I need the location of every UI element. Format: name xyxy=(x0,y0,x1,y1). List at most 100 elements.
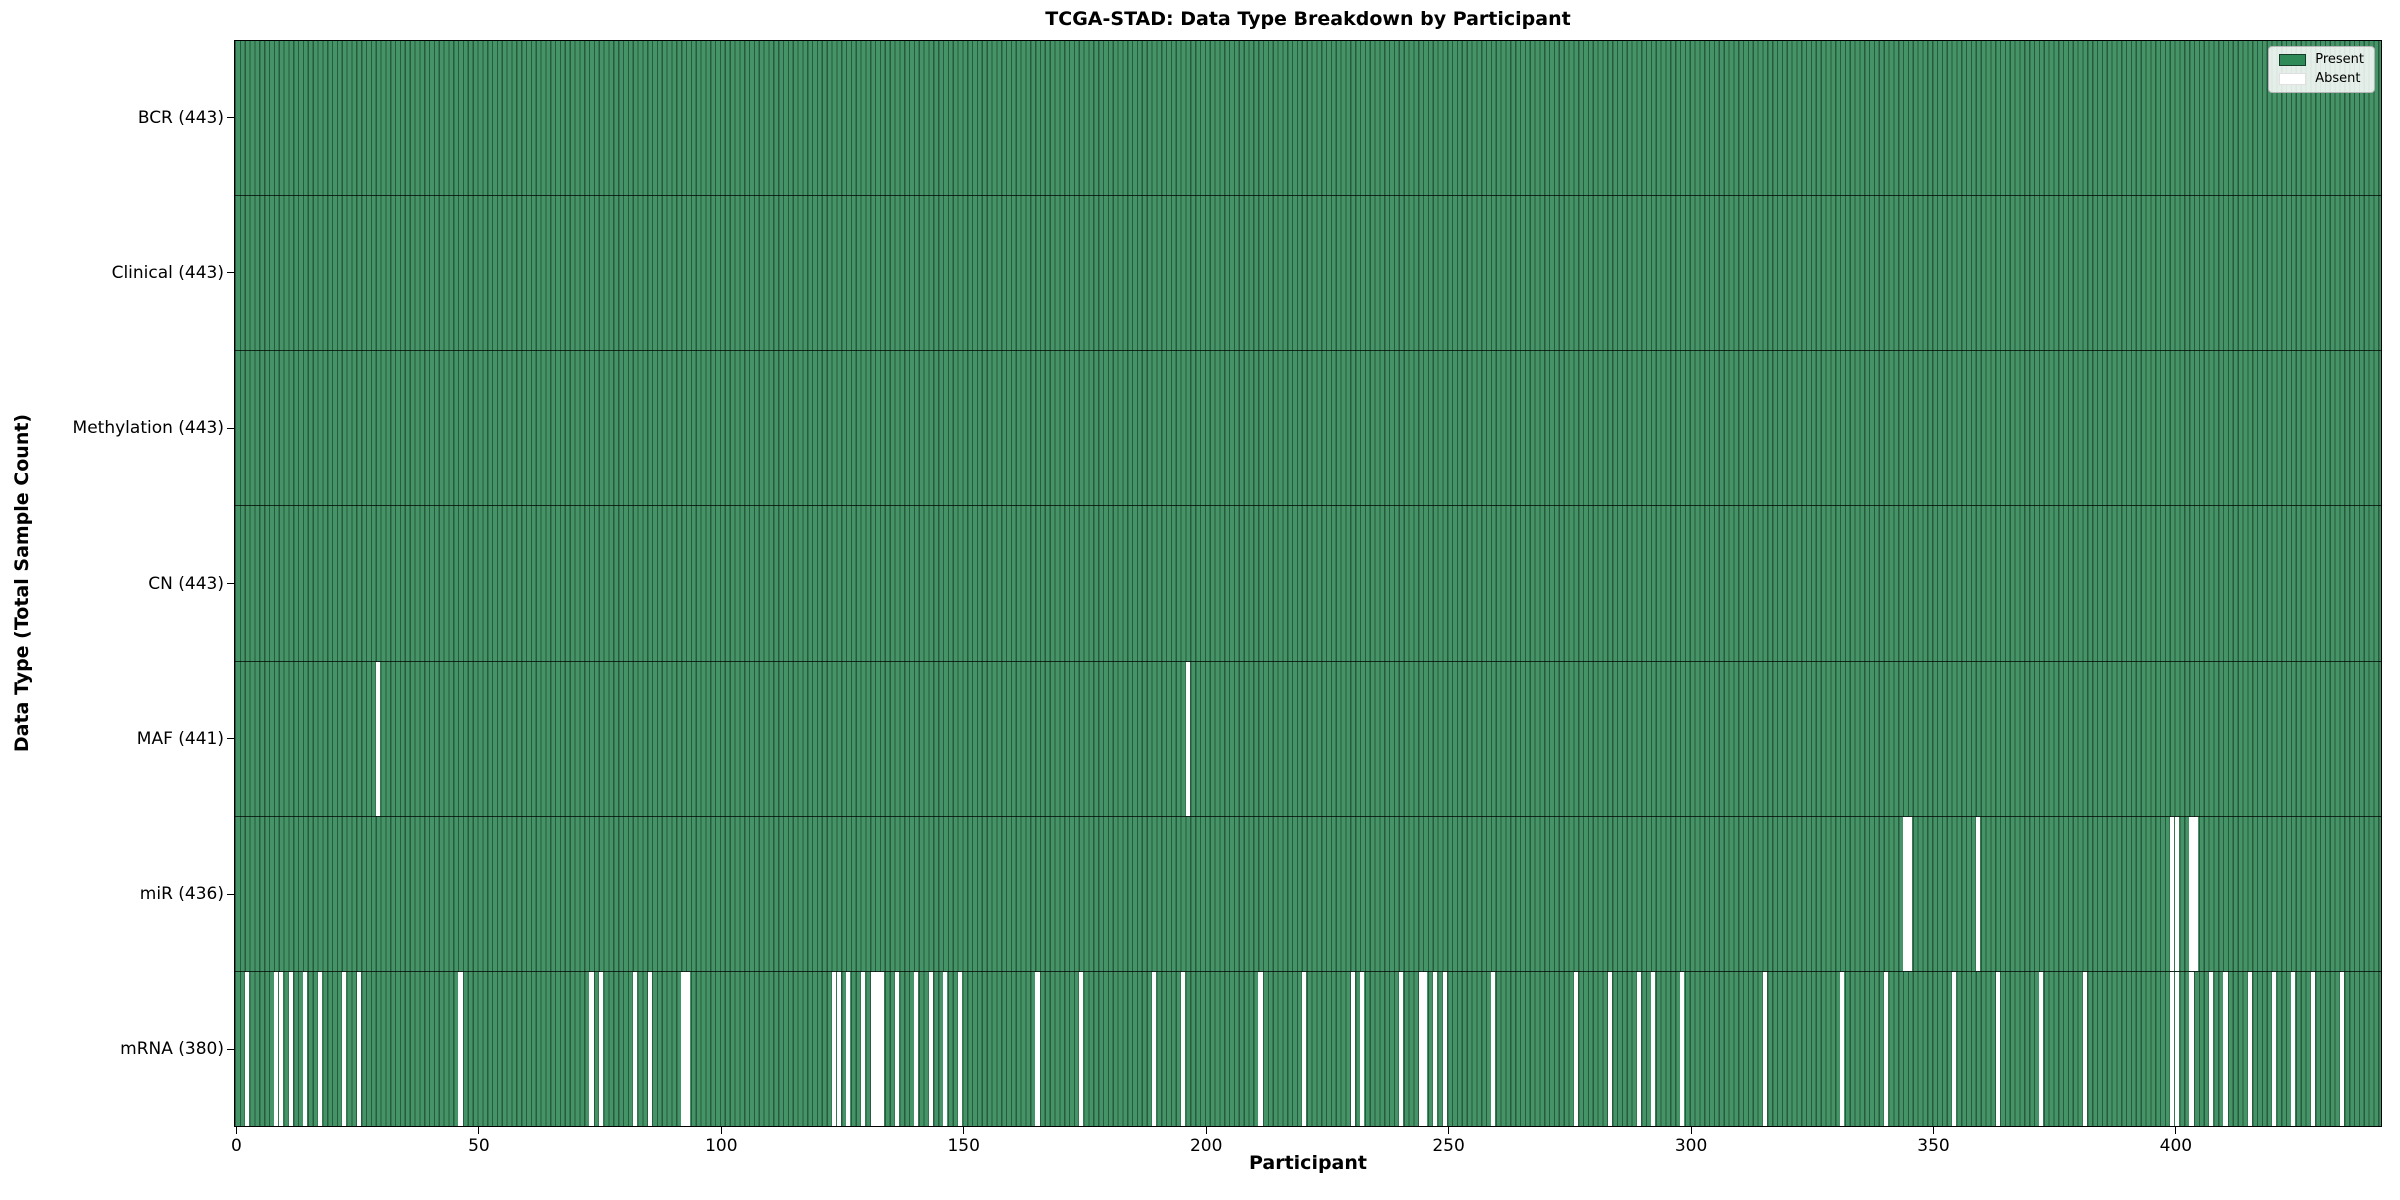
row-clinical xyxy=(235,196,2381,352)
legend: Present Absent xyxy=(2268,46,2375,93)
x-tick-label: 0 xyxy=(230,1136,242,1156)
absent-stripe xyxy=(894,971,899,1126)
y-tick-mark xyxy=(227,272,234,274)
absent-stripe xyxy=(1360,971,1365,1126)
absent-stripe xyxy=(589,971,594,1126)
absent-stripe xyxy=(356,971,361,1126)
absent-stripe xyxy=(928,971,933,1126)
chart-title: TCGA-STAD: Data Type Breakdown by Partic… xyxy=(1045,8,1571,30)
x-tick-label: 250 xyxy=(1432,1136,1465,1156)
absent-stripe xyxy=(2339,971,2344,1126)
absent-stripe xyxy=(1079,971,1084,1126)
absent-stripe xyxy=(2194,816,2199,971)
absent-stripe xyxy=(2247,971,2252,1126)
absent-stripe xyxy=(342,971,347,1126)
absent-stripe xyxy=(2174,971,2180,1126)
row-mir xyxy=(235,816,2381,972)
absent-stripe xyxy=(1442,971,1447,1126)
y-tick-mark xyxy=(227,738,234,740)
absent-stripe xyxy=(1302,971,1307,1126)
absent-stripe xyxy=(880,971,885,1126)
y-tick-mark xyxy=(227,1048,234,1050)
absent-stripe xyxy=(1035,971,1040,1126)
absent-stripe xyxy=(1491,971,1496,1126)
absent-stripe xyxy=(2310,971,2315,1126)
x-tick-label: 150 xyxy=(947,1136,980,1156)
absent-stripe xyxy=(1762,971,1767,1126)
absent-stripe xyxy=(599,971,604,1126)
absent-stripe xyxy=(1636,971,1641,1126)
x-tick-label: 100 xyxy=(705,1136,738,1156)
absent-stripe xyxy=(2174,816,2180,971)
rows-container xyxy=(235,41,2381,1126)
y-tick-label: MAF (441) xyxy=(136,728,224,749)
absent-stripe xyxy=(1883,971,1889,1126)
absent-stripe xyxy=(1151,971,1156,1126)
x-tick-label: 200 xyxy=(1189,1136,1223,1156)
y-tick-label: mRNA (380) xyxy=(120,1039,224,1060)
plot-area: Present Absent xyxy=(234,40,2382,1127)
absent-stripe xyxy=(1680,971,1685,1126)
legend-item-absent: Absent xyxy=(2279,72,2364,86)
y-tick-label: Clinical (443) xyxy=(111,262,224,283)
absent-stripe xyxy=(1418,971,1423,1126)
x-tick-label: 50 xyxy=(468,1136,490,1156)
absent-stripe xyxy=(279,971,284,1126)
x-tick-mark xyxy=(963,1127,965,1134)
y-tick-label: Methylation (443) xyxy=(72,418,224,439)
absent-stripe xyxy=(2223,971,2228,1126)
row-mrna xyxy=(235,971,2381,1126)
y-tick-mark xyxy=(227,117,234,119)
row-bcr xyxy=(235,41,2381,197)
absent-stripe xyxy=(2271,971,2277,1126)
absent-stripe xyxy=(458,971,463,1126)
legend-item-present: Present xyxy=(2279,53,2364,67)
absent-stripe xyxy=(1840,971,1845,1126)
x-tick-label: 350 xyxy=(1917,1136,1950,1156)
x-tick-label: 400 xyxy=(2159,1136,2193,1156)
legend-swatch-absent xyxy=(2279,73,2307,85)
legend-swatch-present xyxy=(2279,54,2307,66)
absent-stripe xyxy=(1607,971,1612,1126)
row-cn xyxy=(235,506,2381,662)
absent-stripe xyxy=(274,971,279,1126)
y-tick-label: miR (436) xyxy=(139,884,224,905)
x-axis-label: Participant xyxy=(1248,1152,1367,1174)
absent-stripe xyxy=(2170,816,2175,971)
x-tick-mark xyxy=(2175,1127,2177,1134)
x-tick-mark xyxy=(1690,1127,1692,1134)
absent-stripe xyxy=(2208,971,2213,1126)
legend-label: Absent xyxy=(2315,71,2361,86)
absent-stripe xyxy=(1185,661,1190,816)
absent-stripe xyxy=(686,971,691,1126)
absent-stripe xyxy=(2189,816,2194,971)
absent-stripe xyxy=(2189,971,2194,1126)
absent-stripe xyxy=(288,971,293,1126)
absent-stripe xyxy=(681,971,686,1126)
absent-stripe xyxy=(376,661,381,816)
absent-stripe xyxy=(1573,971,1578,1126)
y-tick-mark xyxy=(227,582,234,585)
legend-label: Present xyxy=(2315,52,2364,67)
absent-stripe xyxy=(245,971,250,1126)
absent-stripe xyxy=(1399,971,1404,1126)
absent-stripe xyxy=(943,971,948,1126)
y-tick-label: BCR (443) xyxy=(137,107,224,128)
absent-stripe xyxy=(957,971,962,1126)
x-tick-mark xyxy=(1448,1127,1450,1134)
absent-stripe xyxy=(1180,971,1186,1126)
absent-stripe xyxy=(836,971,841,1126)
absent-stripe xyxy=(1976,816,1981,971)
x-tick-mark xyxy=(1932,1127,1935,1134)
absent-stripe xyxy=(647,971,652,1126)
absent-stripe xyxy=(914,971,919,1126)
absent-stripe xyxy=(1651,971,1656,1126)
absent-stripe xyxy=(1350,971,1355,1126)
y-tick-label: CN (443) xyxy=(148,573,224,594)
absent-stripe xyxy=(1258,971,1263,1126)
absent-stripe xyxy=(846,971,851,1126)
absent-stripe xyxy=(2170,971,2175,1126)
absent-stripe xyxy=(1995,971,2000,1126)
y-tick-mark xyxy=(227,427,234,429)
